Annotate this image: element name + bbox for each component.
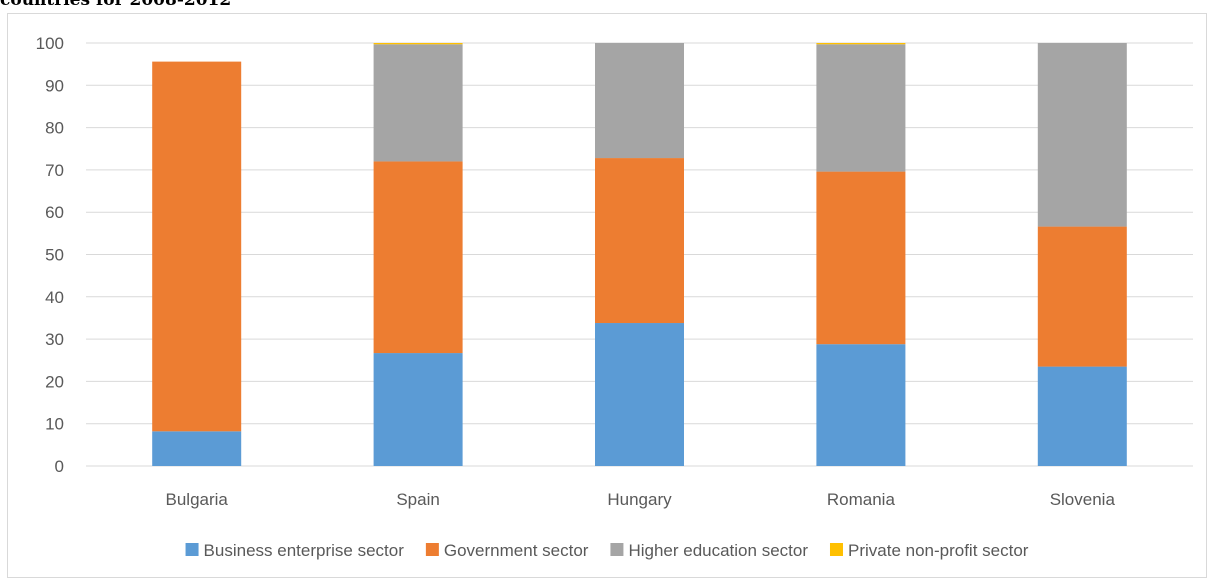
bar-segment bbox=[816, 43, 906, 45]
legend-label: Private non-profit sector bbox=[848, 541, 1029, 560]
y-tick-label: 80 bbox=[45, 119, 64, 138]
bar-segment bbox=[816, 344, 906, 466]
x-tick-label: Spain bbox=[396, 490, 439, 509]
y-tick-label: 70 bbox=[45, 161, 64, 180]
legend-label: Government sector bbox=[444, 541, 589, 560]
bar-segment bbox=[1037, 226, 1127, 367]
bar-segment bbox=[1037, 366, 1127, 466]
y-tick-label: 0 bbox=[55, 457, 64, 476]
x-tick-label: Bulgaria bbox=[166, 490, 229, 509]
legend-swatch bbox=[829, 543, 843, 556]
y-tick-label: 40 bbox=[45, 288, 64, 307]
y-tick-label: 50 bbox=[45, 246, 64, 265]
x-tick-label: Hungary bbox=[607, 490, 672, 509]
axes: 0 10 20 30 40 50 60 70 80 90 100 Bulgaria Spain Hunga… bbox=[36, 34, 1116, 509]
bars bbox=[152, 43, 1127, 466]
bar-segment bbox=[595, 158, 684, 324]
y-tick-label: 100 bbox=[36, 34, 64, 53]
bar-segment bbox=[816, 171, 906, 345]
x-tick-label: Romania bbox=[827, 490, 896, 509]
y-tick-label: 30 bbox=[45, 330, 64, 349]
legend: Business enterprise sector Government sec… bbox=[185, 541, 1029, 560]
bar-segment bbox=[152, 61, 242, 432]
y-tick-label: 60 bbox=[45, 203, 64, 222]
y-tick-label: 90 bbox=[45, 76, 64, 95]
legend-swatch bbox=[185, 543, 199, 556]
y-tick-label: 20 bbox=[45, 372, 64, 391]
y-tick-label: 10 bbox=[45, 415, 64, 434]
bar-segment bbox=[152, 431, 242, 466]
legend-label: Higher education sector bbox=[628, 541, 808, 560]
page-heading: countries for 2008-2012 bbox=[0, 0, 232, 10]
bar-segment bbox=[373, 43, 463, 45]
legend-swatch bbox=[425, 543, 439, 556]
bar-segment bbox=[373, 44, 463, 162]
bar-segment bbox=[595, 43, 684, 159]
bar-segment bbox=[1037, 43, 1127, 227]
legend-label: Business enterprise sector bbox=[204, 541, 405, 560]
bar-segment bbox=[816, 44, 906, 172]
bar-segment bbox=[595, 323, 684, 466]
legend-swatch bbox=[610, 543, 624, 556]
bar-segment bbox=[373, 353, 463, 466]
x-tick-label: Slovenia bbox=[1050, 490, 1116, 509]
bar-segment bbox=[373, 161, 463, 354]
